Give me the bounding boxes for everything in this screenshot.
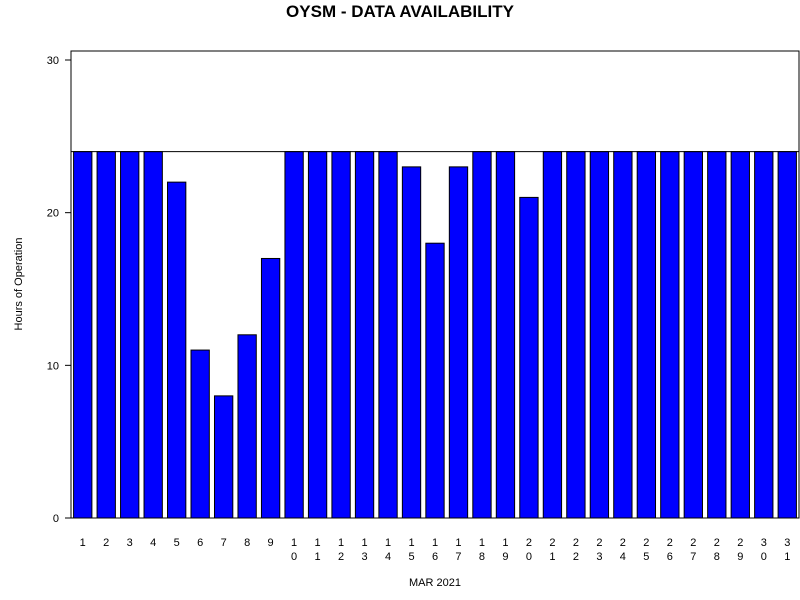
bar-day-25 <box>636 151 657 519</box>
bar-day-18 <box>472 151 492 519</box>
x-tick-label-2: 2 <box>103 537 109 549</box>
bar-day-9 <box>260 257 281 519</box>
bar-day-20 <box>519 196 539 519</box>
bar-day-14 <box>378 151 398 519</box>
bar-day-27 <box>683 151 703 519</box>
x-tick-label-4: 4 <box>150 537 156 549</box>
x-axis-label: MAR 2021 <box>409 577 461 589</box>
bar-day-15 <box>401 166 422 519</box>
bar-day-7 <box>213 395 234 519</box>
bar-day-8 <box>237 334 257 519</box>
bar-day-22 <box>566 151 586 519</box>
bar-day-16 <box>425 242 445 519</box>
x-tick-label-9: 9 <box>268 537 274 549</box>
x-tick-label-3: 3 <box>127 537 133 549</box>
bar-day-24 <box>613 151 633 519</box>
x-tick-label-1: 1 <box>80 537 86 549</box>
y-axis: 0 10 20 30 <box>47 55 71 525</box>
bar-day-26 <box>660 151 680 519</box>
bar-day-5 <box>167 181 187 519</box>
x-tick-label-5: 5 <box>174 537 180 549</box>
bars-group <box>73 151 797 519</box>
bar-day-1 <box>73 151 93 519</box>
x-tick-label-8: 8 <box>244 537 250 549</box>
x-tick-label-7: 7 <box>221 537 227 549</box>
bar-day-23 <box>589 151 610 519</box>
bar-day-29 <box>730 151 750 519</box>
bar-day-2 <box>96 151 116 519</box>
bar-day-21 <box>542 151 563 519</box>
chart-title: OYSM - DATA AVAILABILITY <box>286 2 515 21</box>
bar-day-11 <box>307 151 328 519</box>
y-axis-label: Hours of Operation <box>13 238 25 331</box>
bar-day-4 <box>143 151 163 519</box>
bar-day-10 <box>284 151 304 519</box>
bar-day-17 <box>448 166 469 519</box>
y-tick-label-10: 10 <box>47 360 59 372</box>
bar-day-13 <box>354 151 375 519</box>
bar-day-6 <box>190 349 210 519</box>
bar-day-31 <box>777 151 797 519</box>
x-tick-label-6: 6 <box>197 537 203 549</box>
y-tick-label-20: 20 <box>47 208 59 220</box>
x-axis: 1 2 3 4 5 6 7 8 9 1 01 11 21 31 41 51 61 71 81 92 02 12 22 32 42… <box>80 537 791 563</box>
bar-day-19 <box>495 151 516 519</box>
bar-day-30 <box>754 151 774 519</box>
bar-day-12 <box>331 151 351 519</box>
y-tick-label-0: 0 <box>53 513 59 525</box>
y-tick-label-30: 30 <box>47 55 59 67</box>
bar-day-28 <box>707 151 727 519</box>
bar-day-3 <box>120 151 140 519</box>
